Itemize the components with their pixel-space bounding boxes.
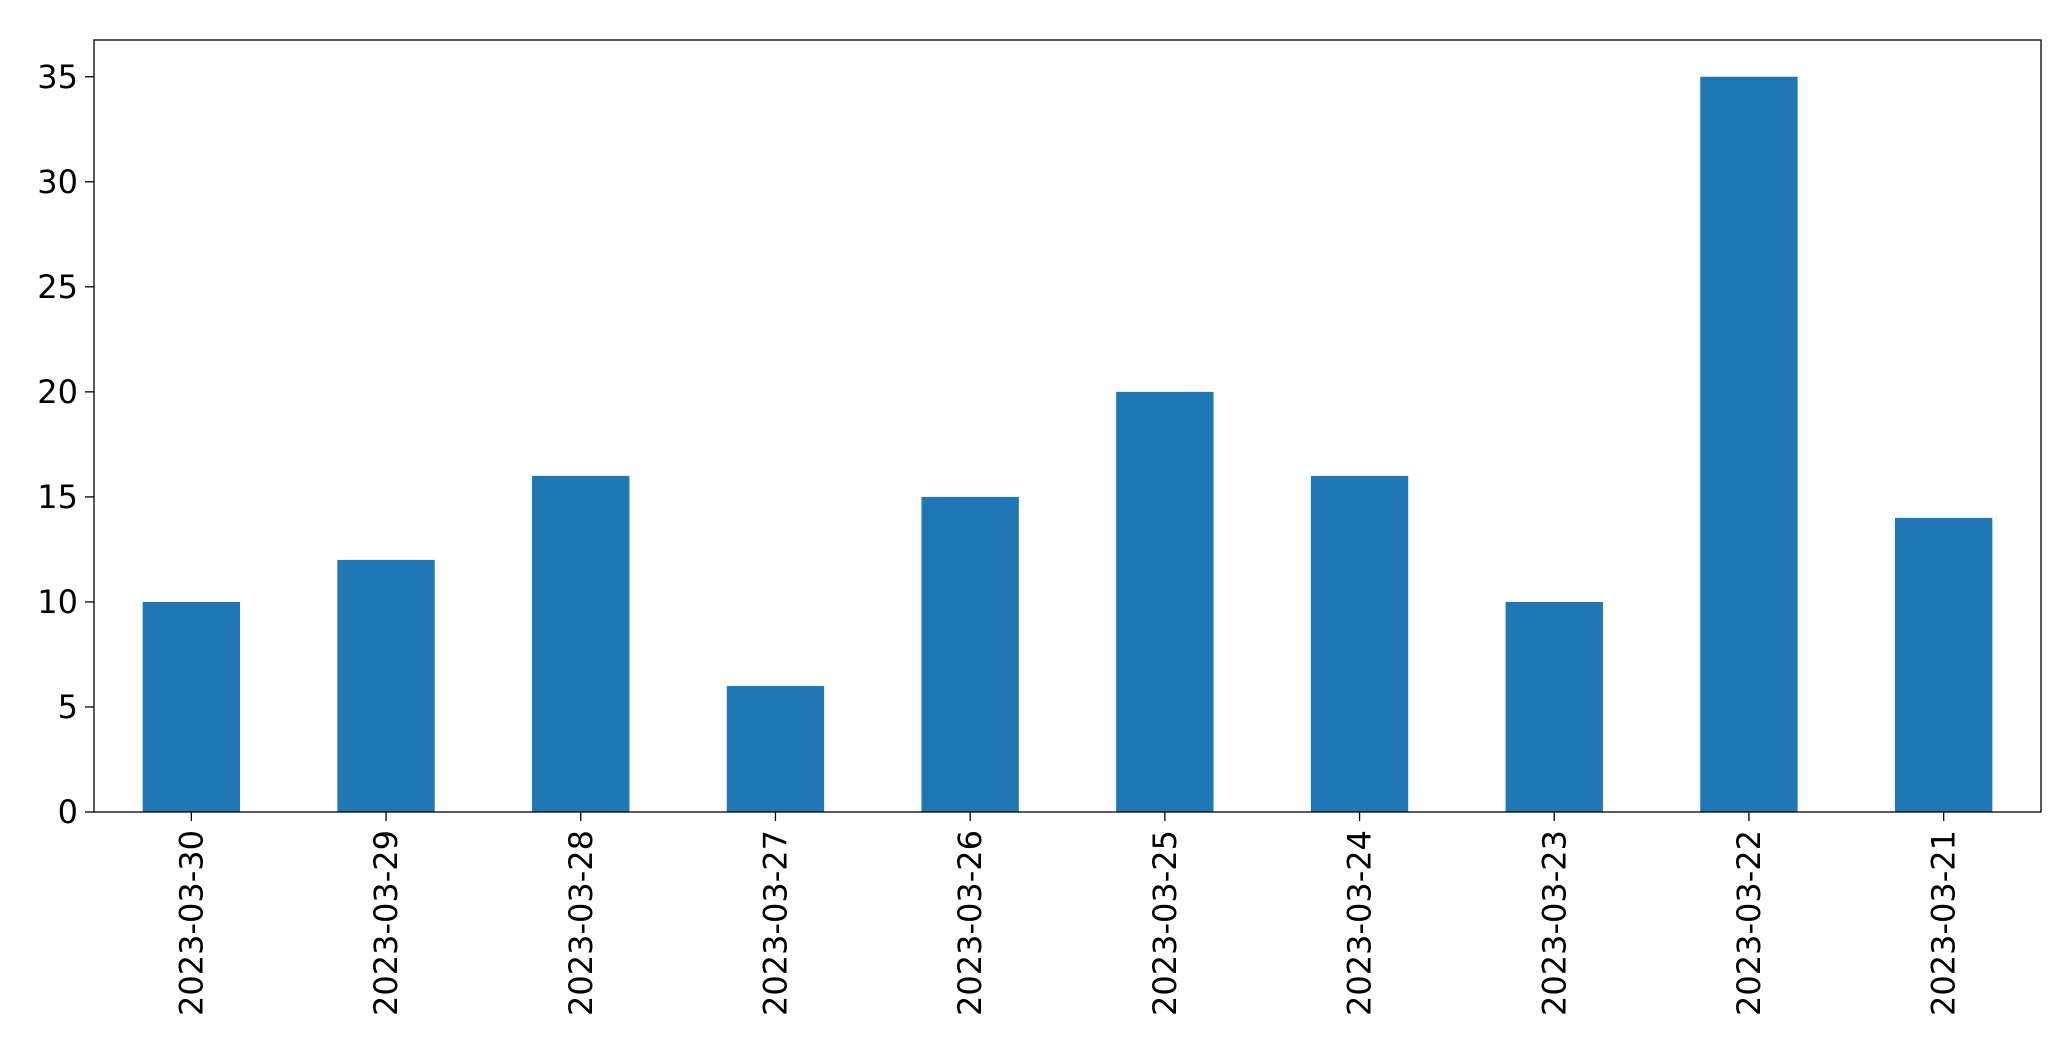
x-tick-label: 2023-03-23 [1535, 830, 1573, 1016]
y-tick-label: 0 [58, 793, 78, 831]
x-tick-label: 2023-03-29 [367, 830, 405, 1016]
x-tick-label: 2023-03-30 [172, 830, 210, 1016]
bar [1116, 391, 1214, 812]
bar [1310, 475, 1409, 812]
y-tick-label: 20 [37, 373, 78, 411]
y-tick-label: 30 [37, 163, 78, 201]
x-tick-label: 2023-03-26 [951, 830, 989, 1016]
bar [1700, 76, 1798, 812]
x-tick-label: 2023-03-24 [1341, 830, 1379, 1016]
y-tick-label: 35 [37, 58, 78, 96]
bar [337, 559, 435, 812]
x-tick-label: 2023-03-21 [1925, 830, 1963, 1016]
x-tick-label: 2023-03-25 [1146, 830, 1184, 1016]
bar [1894, 517, 1993, 812]
bar [532, 475, 630, 812]
bar [726, 685, 825, 812]
bar [142, 601, 241, 812]
bar [921, 496, 1019, 812]
y-tick-label: 25 [37, 268, 78, 306]
bar [1505, 601, 1603, 812]
y-tick-label: 10 [37, 583, 78, 621]
x-tick-label: 2023-03-27 [756, 830, 794, 1016]
y-tick-label: 5 [58, 688, 78, 726]
plot-frame [93, 39, 2042, 813]
y-tick-label: 15 [37, 478, 78, 516]
x-tick-label: 2023-03-22 [1730, 830, 1768, 1016]
x-tick-label: 2023-03-28 [562, 830, 600, 1016]
